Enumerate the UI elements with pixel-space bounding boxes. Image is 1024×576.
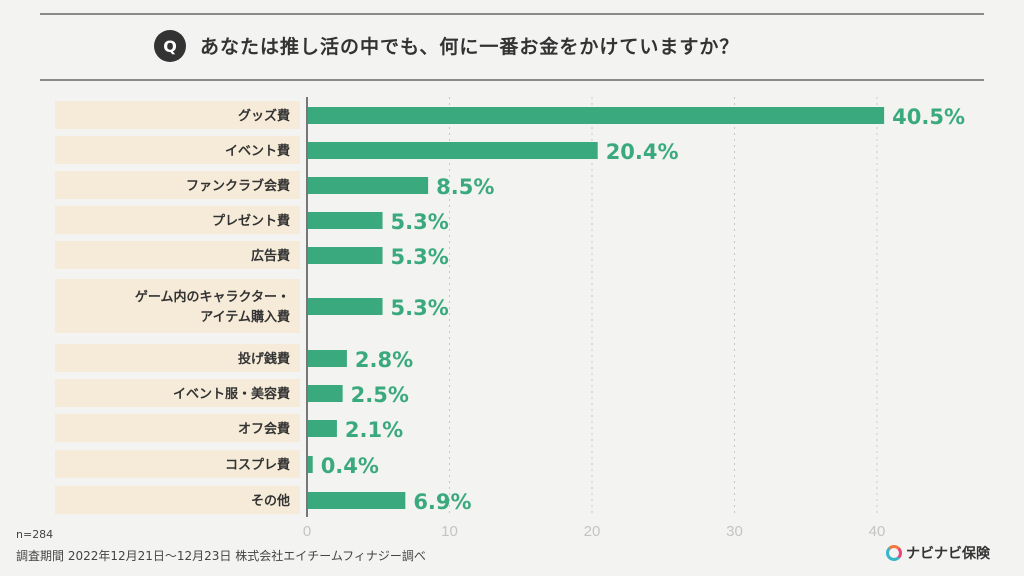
category-label: グッズ費 [238,108,290,124]
value-label: 0.4% [321,454,379,478]
category-label-box [55,171,300,199]
value-label: 5.3% [391,245,449,269]
category-label: イベント費 [225,143,290,159]
chart-title: あなたは推し活の中でも、何に一番お金をかけていますか？ [200,36,740,58]
value-label: 2.8% [355,348,413,372]
value-label: 2.1% [345,418,403,442]
category-label-box [55,486,300,514]
bar [307,212,383,229]
survey-note: 調査期間 2022年12月21日〜12月23日 株式会社エイチームフィナジー調べ [16,549,426,563]
category-label-box [55,136,300,164]
value-label: 5.3% [391,210,449,234]
x-tick-label: 10 [441,523,458,540]
category-label-box [55,206,300,234]
question-icon: Q [154,30,186,62]
bar [307,350,347,367]
bar [307,456,313,473]
value-label: 2.5% [351,383,409,407]
value-label: 8.5% [436,175,494,199]
category-label-box [55,379,300,407]
value-label: 20.4% [606,140,679,164]
category-label-box [55,101,300,129]
sample-size: n=284 [16,528,54,541]
bar [307,247,383,264]
value-label: 6.9% [413,490,471,514]
category-label: ゲーム内のキャラクター・アイテム購入費 [135,289,290,325]
category-label: その他 [251,493,290,509]
category-label-box [55,241,300,269]
category-label: プレゼント費 [212,213,290,229]
category-label: 投げ銭費 [238,351,290,367]
category-label-box [55,344,300,372]
x-tick-label: 20 [584,523,601,540]
category-label-box [55,450,300,478]
bar [307,107,885,124]
bar [307,298,383,315]
category-label-box [55,279,300,333]
value-label: 40.5% [892,105,965,129]
category-label: コスプレ費 [225,457,290,473]
title-top-rule [40,13,984,15]
category-label: イベント服・美容費 [173,386,290,402]
category-label-box [55,414,300,442]
category-label: オフ会費 [238,421,290,437]
logo-text: ナビナビ保険 [906,546,990,562]
x-tick-label: 30 [726,523,743,540]
bar [307,385,343,402]
bar [307,492,406,509]
title-bottom-rule [40,79,984,81]
x-tick-label: 0 [303,523,311,540]
bar [307,177,429,194]
x-tick-label: 40 [869,523,886,540]
category-label: ファンクラブ会費 [186,178,290,194]
bar [307,142,598,159]
value-label: 5.3% [391,296,449,320]
category-label: 広告費 [251,248,290,264]
logo-icon [886,545,902,561]
bar [307,420,337,437]
brand-logo: ナビナビ保険 [886,543,990,563]
